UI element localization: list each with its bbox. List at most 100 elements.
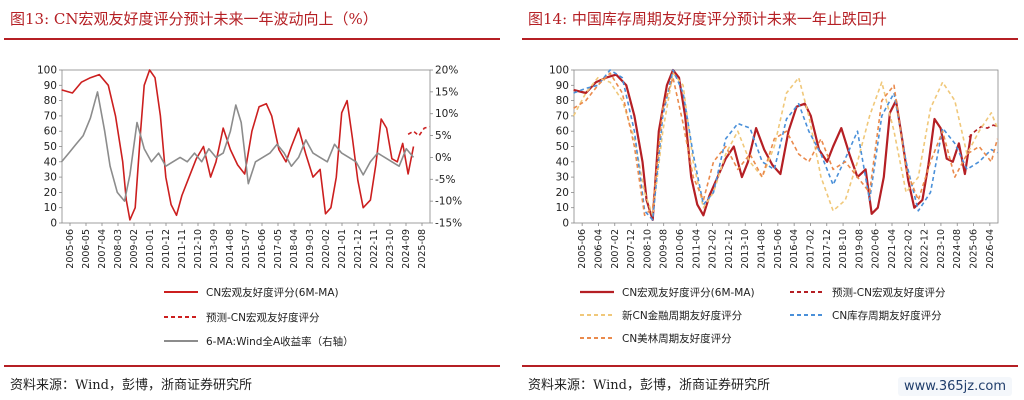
x-tick-label: 2010-01 [145, 229, 156, 269]
x-tick-label: 2021-01 [337, 229, 348, 269]
y2-tick-label: 5% [435, 130, 452, 142]
x-tick-label: 2014-08 [757, 229, 768, 269]
legend-label: 新CN金融周期友好度评分 [622, 309, 743, 322]
x-tick-label: 2008-03 [113, 229, 124, 269]
y-tick-label: 30 [44, 172, 57, 184]
watermark: www.365jz.com [898, 377, 1012, 396]
y2-tick-label: 10% [435, 108, 458, 120]
series-line [968, 124, 998, 138]
x-tick-label: 2013-10 [740, 229, 751, 269]
y-tick-label: 50 [44, 141, 57, 153]
x-tick-label: 2016-04 [789, 229, 800, 269]
y-tick-label: 20 [44, 187, 57, 199]
y-tick-label: 100 [37, 65, 57, 77]
x-tick-label: 2017-02 [805, 229, 816, 269]
x-tick-label: 2006-04 [593, 229, 604, 269]
x-tick-label: 2017-05 [273, 229, 284, 269]
series-line [407, 125, 430, 137]
x-tick-label: 2022-11 [369, 229, 380, 269]
y2-tick-label: 0% [435, 152, 452, 164]
y2-tick-label: 20% [435, 65, 458, 77]
x-tick-label: 2022-12 [920, 229, 931, 269]
x-tick-label: 2009-02 [129, 229, 140, 269]
x-tick-label: 2019-08 [854, 229, 865, 269]
chart-left-svg: 0 10 20 30 40 50 60 70 80 90 100 20% 15% 10% 5% 0% -5% -1… [37, 65, 462, 349]
x-tick-label: 2010-12 [161, 229, 172, 269]
y-tick-label: 40 [556, 156, 569, 168]
y-tick-label: 90 [556, 80, 569, 92]
chart-panel-left: 图13: CN宏观友好度评分预计未来一年波动向上（%） 0 10 20 30 40 50 6… [4, 0, 504, 400]
x-tick-label: 2006-05 [81, 229, 92, 269]
y-tick-label: 90 [44, 80, 57, 92]
x-tick-label: 2026-04 [985, 229, 996, 269]
x-tick-label: 2023-10 [385, 229, 396, 269]
y2-tick-label: -10% [435, 196, 462, 208]
series-line [60, 91, 415, 202]
x-tick-label: 2005-06 [577, 229, 588, 269]
x-tick-label: 2020-06 [871, 229, 882, 269]
y-tick-label: 100 [549, 65, 569, 77]
y-tick-label: 60 [556, 126, 569, 138]
legend-label: CN库存周期友好度评分 [832, 309, 942, 322]
title-rule [4, 38, 500, 40]
plot-area-frame [61, 69, 431, 224]
x-tick-label: 2018-04 [289, 229, 300, 269]
y-tick-label: 70 [556, 110, 569, 122]
x-tick-label: 2021-04 [887, 229, 898, 269]
series-line [573, 69, 998, 221]
x-tick-label: 2008-10 [642, 229, 653, 269]
source-rule [4, 365, 500, 367]
y-tick-label: 80 [556, 95, 569, 107]
x-tick-label: 2013-09 [209, 229, 220, 269]
chart-title: 图13: CN宏观友好度评分预计未来一年波动向上（%） [10, 10, 378, 28]
y-tick-label: 0 [50, 218, 57, 230]
y2-tick-label: 15% [435, 86, 458, 98]
y-tick-label: 60 [44, 126, 57, 138]
series-line [573, 72, 999, 217]
source-note: 资料来源：Wind，彭博，浙商证券研究所 [10, 378, 252, 393]
legend-label: CN美林周期友好度评分 [622, 332, 732, 345]
x-tick-label: 2025-06 [969, 229, 980, 269]
chart-title: 图14: 中国库存周期友好度评分预计未来一年止跌回升 [528, 10, 887, 28]
chart-right-svg: 0 10 20 30 40 50 60 70 80 90 100 2005-06 2006-04 2007… [549, 65, 999, 345]
x-tick-label: 2024-09 [401, 229, 412, 269]
legend-label: 6-MA:Wind全A收益率（右轴） [206, 335, 354, 348]
y-tick-label: 0 [562, 218, 569, 230]
x-tick-label: 2020-02 [321, 229, 332, 269]
y-tick-label: 80 [44, 95, 57, 107]
x-tick-label: 2011-11 [177, 229, 188, 269]
series-line [61, 69, 415, 221]
x-tick-label: 2015-07 [241, 229, 252, 269]
x-tick-label: 2022-02 [903, 229, 914, 269]
legend-label: CN宏观友好度评分(6M-MA) [206, 286, 339, 299]
x-tick-label: 2016-06 [257, 229, 268, 269]
x-tick-label: 2018-10 [838, 229, 849, 269]
chart-panel-right: 图14: 中国库存周期友好度评分预计未来一年止跌回升 0 10 20 30 40 50 60… [522, 0, 1022, 400]
y-tick-label: 70 [44, 110, 57, 122]
y2-tick-label: -15% [435, 218, 462, 230]
title-rule [522, 38, 1018, 40]
x-tick-label: 2021-12 [353, 229, 364, 269]
legend-label: 预测-CN宏观友好度评分 [832, 286, 946, 299]
x-tick-label: 2014-08 [225, 229, 236, 269]
y-tick-label: 50 [556, 141, 569, 153]
y-tick-label: 10 [556, 202, 569, 214]
x-tick-label: 2011-04 [691, 229, 702, 269]
x-tick-label: 2015-06 [773, 229, 784, 269]
series-line [572, 72, 999, 217]
source-note: 资料来源：Wind，彭博，浙商证券研究所 [528, 378, 770, 393]
y2-tick-label: -5% [435, 174, 455, 186]
x-tick-label: 2009-08 [659, 229, 670, 269]
x-tick-label: 2012-02 [708, 229, 719, 269]
x-tick-label: 2023-10 [936, 229, 947, 269]
x-tick-label: 2010-06 [675, 229, 686, 269]
x-tick-label: 2007-02 [610, 229, 621, 269]
x-tick-label: 2012-10 [193, 229, 204, 269]
legend-label: CN宏观友好度评分(6M-MA) [622, 286, 755, 299]
y-tick-label: 30 [556, 172, 569, 184]
x-tick-label: 2005-06 [65, 229, 76, 269]
y-tick-label: 40 [44, 156, 57, 168]
y-tick-label: 20 [556, 187, 569, 199]
source-rule [522, 365, 1018, 367]
x-tick-label: 2007-12 [626, 229, 637, 269]
